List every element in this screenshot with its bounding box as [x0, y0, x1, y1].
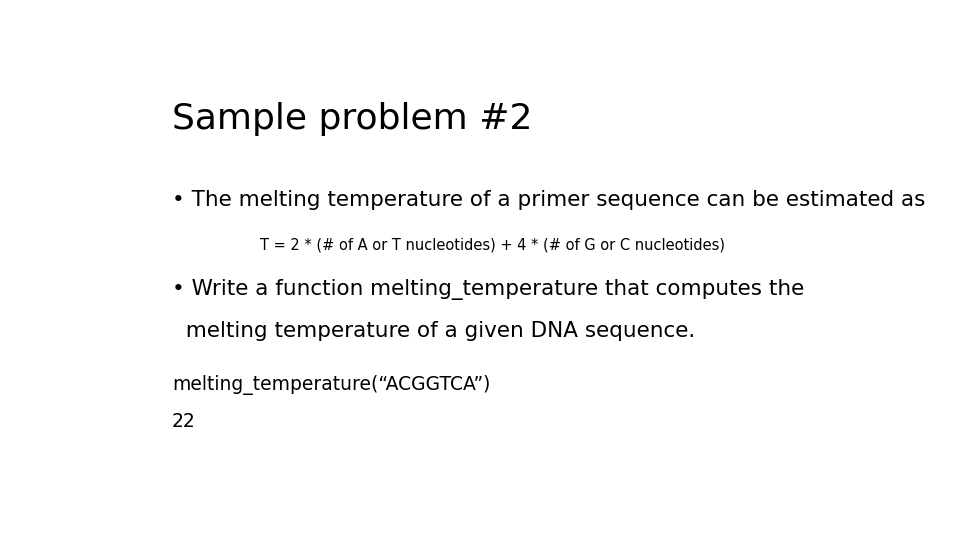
Text: T = 2 * (# of A or T nucleotides) + 4 * (# of G or C nucleotides): T = 2 * (# of A or T nucleotides) + 4 * …: [259, 238, 725, 252]
Text: • Write a function: • Write a function: [172, 279, 371, 299]
Text: melting_temperature: melting_temperature: [371, 279, 598, 300]
Text: • The melting temperature of a primer sequence can be estimated as: • The melting temperature of a primer se…: [172, 190, 925, 210]
Text: melting temperature of a given DNA sequence.: melting temperature of a given DNA seque…: [172, 321, 695, 341]
Text: that computes the: that computes the: [598, 279, 804, 299]
Text: melting_temperature(“ACGGTCA”): melting_temperature(“ACGGTCA”): [172, 375, 491, 395]
Text: Sample problem #2: Sample problem #2: [172, 102, 533, 136]
Text: 22: 22: [172, 412, 196, 431]
